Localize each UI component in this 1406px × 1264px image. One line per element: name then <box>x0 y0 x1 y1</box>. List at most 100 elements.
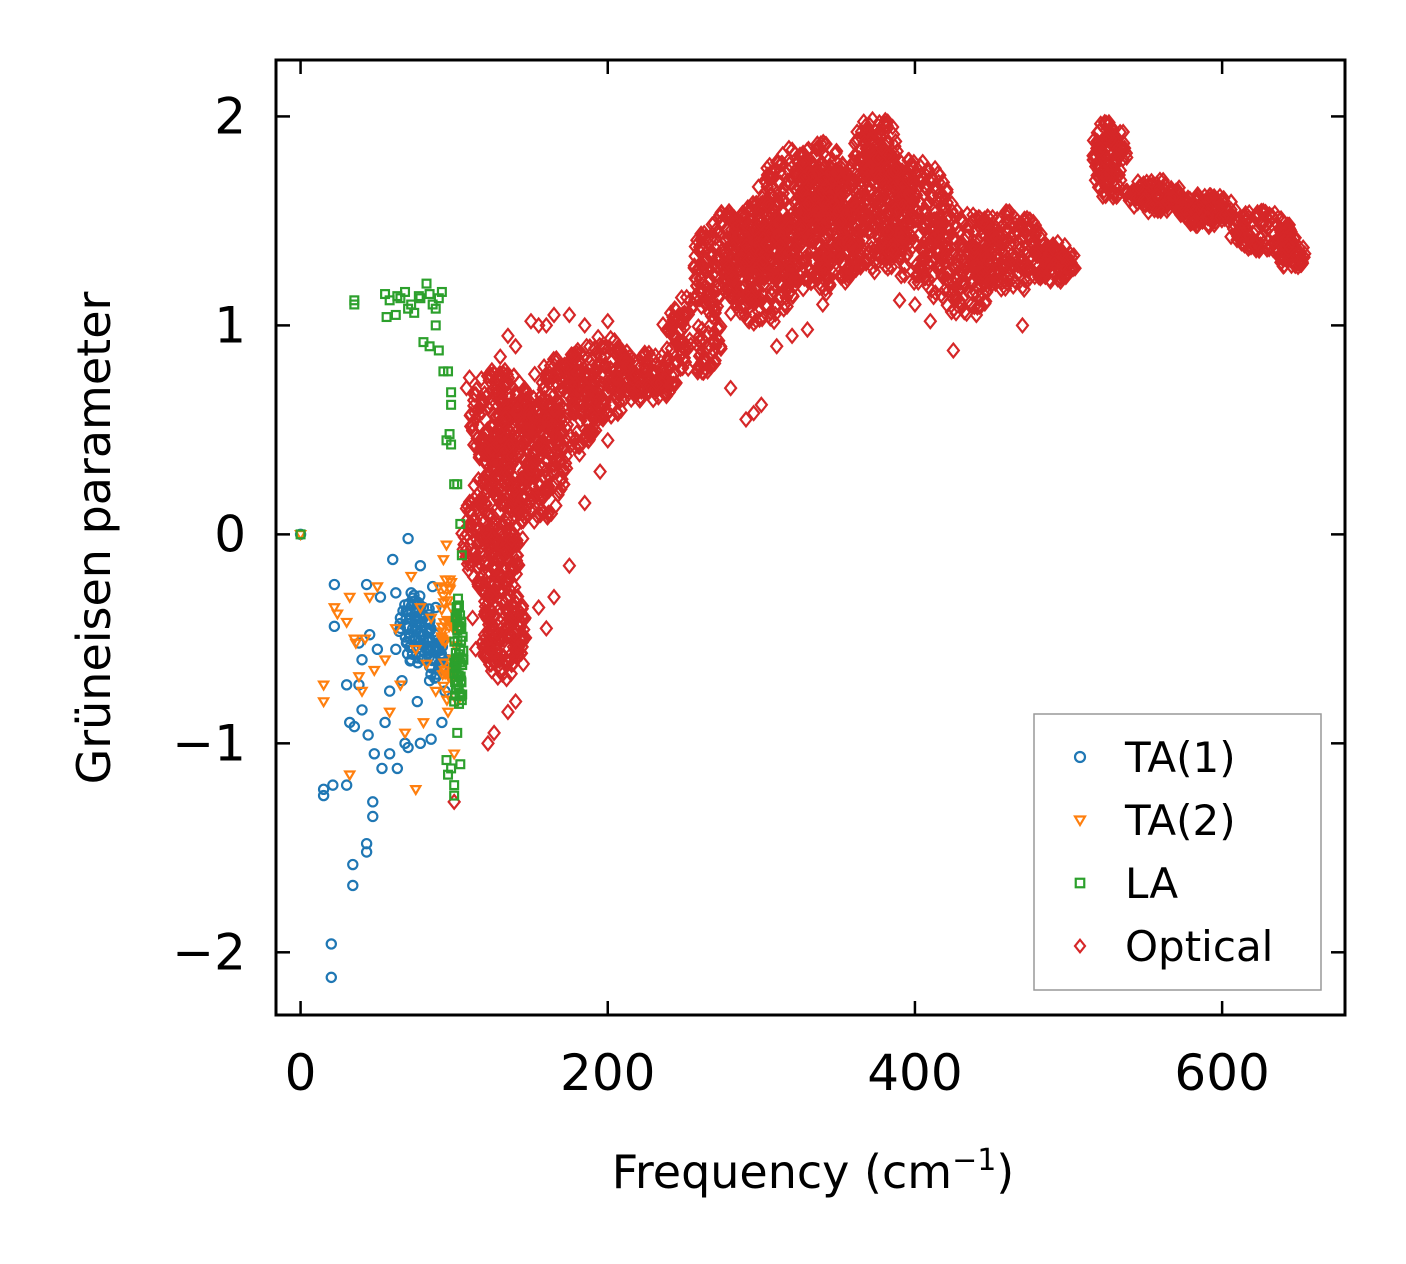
data-point <box>860 161 875 179</box>
legend-label: TA(2) <box>1124 796 1236 845</box>
data-point <box>411 695 424 708</box>
data-point <box>1019 220 1034 238</box>
data-point <box>488 514 503 532</box>
data-point <box>690 363 705 381</box>
data-point <box>1109 155 1124 173</box>
data-point <box>936 173 951 192</box>
data-point <box>714 203 729 221</box>
data-point <box>463 417 478 435</box>
data-point <box>348 720 361 733</box>
data-point <box>481 734 495 752</box>
data-point <box>858 117 873 135</box>
data-point <box>592 381 606 399</box>
data-point <box>587 362 601 381</box>
y-tick-label: −2 <box>172 923 246 981</box>
data-point <box>1003 266 1018 284</box>
data-point <box>600 312 615 330</box>
data-point <box>769 212 784 230</box>
data-point <box>965 238 980 256</box>
data-point <box>719 231 733 249</box>
data-point <box>407 592 419 604</box>
legend-label: TA(1) <box>1124 733 1236 782</box>
data-point <box>559 459 574 478</box>
data-point <box>424 289 435 300</box>
data-point <box>503 611 518 629</box>
data-point <box>947 229 962 247</box>
data-point <box>865 258 880 277</box>
data-point <box>424 341 435 352</box>
data-point <box>910 209 924 227</box>
data-point <box>637 357 652 375</box>
data-point <box>423 603 435 615</box>
data-point <box>435 605 449 617</box>
data-point <box>501 703 515 721</box>
data-point <box>453 670 464 681</box>
data-point <box>693 345 708 364</box>
data-point <box>631 371 645 389</box>
data-point <box>782 139 796 157</box>
data-point <box>501 327 515 345</box>
data-point <box>340 679 353 691</box>
data-point <box>621 351 636 370</box>
data-point <box>502 647 517 666</box>
data-point <box>691 361 705 379</box>
data-point <box>739 410 753 429</box>
data-point <box>744 288 759 306</box>
x-axis-label-superscript: −1 <box>952 1143 996 1178</box>
data-point <box>444 429 455 440</box>
data-point <box>1200 209 1215 227</box>
data-point <box>912 193 927 211</box>
data-point <box>1132 178 1146 196</box>
data-point <box>721 258 736 276</box>
data-point <box>692 282 707 301</box>
data-point <box>1029 246 1043 264</box>
data-point <box>932 232 947 251</box>
data-point <box>1015 316 1030 335</box>
data-point <box>391 762 404 775</box>
data-point <box>516 471 531 489</box>
data-point <box>649 375 664 393</box>
data-point <box>1281 236 1296 255</box>
data-point <box>1043 262 1058 280</box>
data-point <box>436 286 447 297</box>
data-point <box>1288 257 1303 275</box>
data-point <box>541 411 556 429</box>
data-point <box>328 578 341 591</box>
data-point <box>880 116 894 135</box>
data-point <box>480 367 495 385</box>
data-point <box>343 592 357 604</box>
data-point <box>936 288 951 307</box>
data-point <box>610 369 625 387</box>
data-point <box>420 643 433 655</box>
data-point <box>1191 197 1206 215</box>
data-point <box>918 202 933 220</box>
data-point <box>845 216 860 234</box>
data-point <box>568 346 583 365</box>
data-point <box>330 609 344 621</box>
data-point <box>349 638 363 650</box>
data-point <box>776 184 791 203</box>
data-point <box>506 468 521 486</box>
data-point <box>672 331 687 349</box>
data-point <box>394 622 407 635</box>
data-point <box>390 643 402 655</box>
data-point <box>502 437 517 455</box>
data-point <box>779 289 794 307</box>
data-point <box>325 938 337 950</box>
data-point <box>849 241 864 259</box>
data-point <box>317 680 331 692</box>
y-tick-label: 2 <box>214 87 246 145</box>
data-point <box>446 387 457 398</box>
data-point <box>404 632 416 644</box>
data-point <box>358 634 372 646</box>
data-point <box>367 810 379 823</box>
data-point <box>1033 269 1048 287</box>
data-point <box>1139 173 1154 191</box>
data-point <box>800 320 815 339</box>
data-point <box>1110 151 1125 169</box>
x-tick-label: 200 <box>560 1044 655 1102</box>
data-point <box>397 605 409 617</box>
data-point <box>979 249 994 267</box>
legend-label: Optical <box>1125 922 1273 971</box>
data-point <box>892 291 907 309</box>
